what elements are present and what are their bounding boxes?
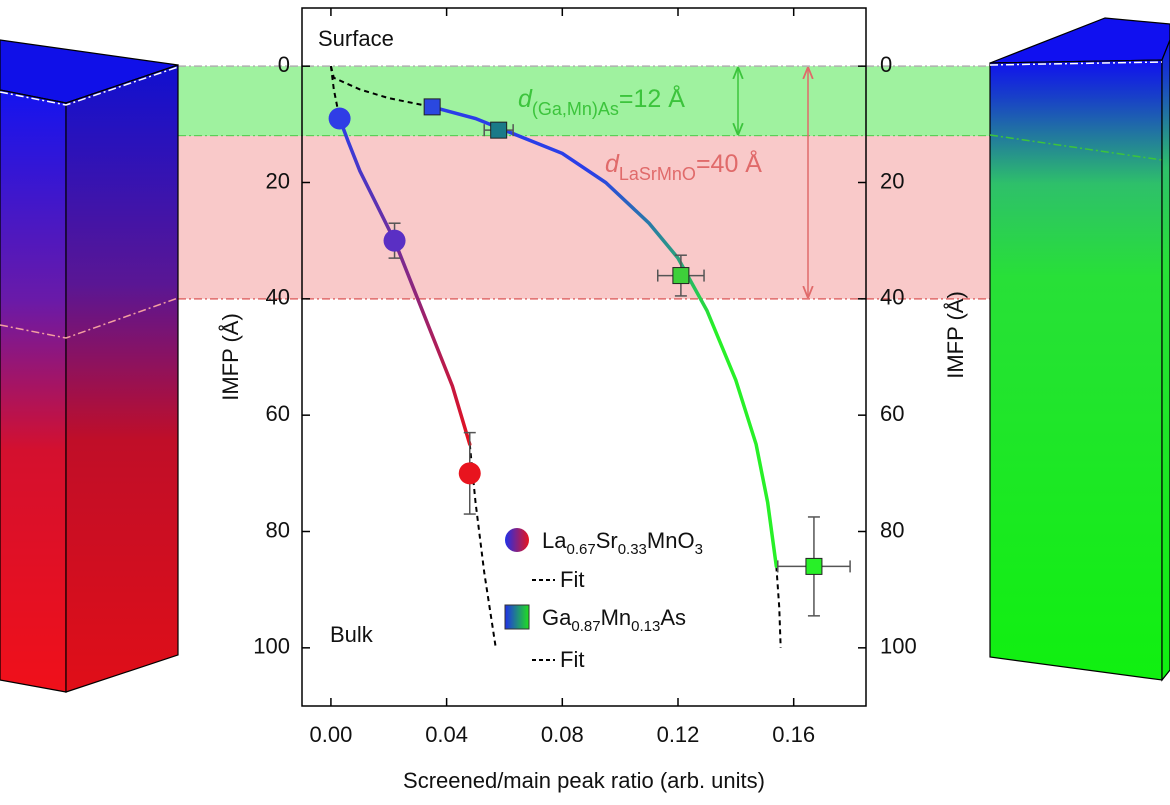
- annotation: Surface: [318, 26, 394, 51]
- band-label-part: =12 Å: [619, 83, 685, 113]
- y-tick-label: 80: [266, 517, 290, 542]
- lsmo-block: [0, 39, 179, 693]
- depth-band: [178, 66, 990, 136]
- band-label-part: LaSrMnO: [619, 164, 696, 184]
- legend-label-part: La: [542, 528, 567, 553]
- x-tick-label: 0.12: [657, 722, 700, 747]
- bands: [178, 65, 990, 300]
- band-label: dLaSrMnO=40 Å: [605, 148, 762, 184]
- legend-label: Ga0.87Mn0.13As: [542, 605, 686, 636]
- legend-label: La0.67Sr0.33MnO3: [542, 528, 703, 559]
- y2-axis-label: IMFP (Å): [943, 291, 968, 379]
- x-tick-label: 0.04: [425, 722, 468, 747]
- box-surface-line: [989, 61, 1163, 66]
- legend-marker: [505, 528, 529, 552]
- y2-tick-label: 80: [880, 517, 904, 542]
- gamnas-block: [989, 17, 1170, 682]
- data-point: [672, 267, 690, 285]
- y-axis-label: IMFP (Å): [218, 313, 243, 401]
- axes: 0.00 0.04 0.08 0.12 0.16 0 20 40 60 80 100 0 20 40 60 8…: [253, 8, 917, 747]
- legend-marker: [504, 604, 530, 630]
- depth-band: [178, 135, 990, 299]
- y2-tick-label: 60: [880, 401, 904, 426]
- legend-label-part: Ga: [542, 605, 572, 630]
- band-label: d(Ga,Mn)As=12 Å: [518, 83, 685, 119]
- box-depth-line: [989, 134, 1163, 161]
- legend-label-part: 3: [695, 541, 703, 558]
- box-front: [0, 89, 67, 693]
- data-point: [383, 229, 406, 252]
- y-tick-label: 100: [253, 634, 290, 659]
- box-front: [989, 59, 1163, 681]
- legend-label-part: Sr: [596, 528, 618, 553]
- box-depth-line: [0, 297, 179, 339]
- plot-frame: [301, 7, 867, 707]
- annotation: Bulk: [330, 622, 374, 647]
- y2-tick-label: 100: [880, 634, 917, 659]
- y2-tick-label: 0: [880, 52, 892, 77]
- data-point: [805, 557, 823, 575]
- band-label-part: d: [518, 85, 533, 113]
- fit-line: [337, 116, 472, 446]
- legend-label-part: As: [660, 605, 686, 630]
- y-tick-label: 0: [278, 52, 290, 77]
- fit-extrapolation: [775, 566, 782, 648]
- x-tick-label: 0.00: [310, 722, 353, 747]
- legend-label: Fit: [560, 567, 584, 592]
- data-point: [458, 462, 481, 485]
- box-surface-line: [0, 66, 179, 106]
- x-tick-label: 0.16: [772, 722, 815, 747]
- legend-label-part: 0.33: [618, 541, 647, 558]
- x-axis-label: Screened/main peak ratio (arb. units): [403, 768, 765, 793]
- x-tick-label: 0.08: [541, 722, 584, 747]
- data-point: [423, 98, 441, 116]
- legend-label-part: Mn: [601, 605, 632, 630]
- y-tick-label: 20: [266, 168, 290, 193]
- box-side: [1161, 39, 1170, 682]
- box-top: [989, 17, 1170, 64]
- data-point: [328, 107, 351, 130]
- y-tick-label: 40: [266, 285, 290, 310]
- band-label-part: (Ga,Mn)As: [532, 99, 619, 119]
- fit-extrapolation: [329, 65, 433, 108]
- legend-label-part: 0.87: [571, 618, 600, 635]
- data-point: [490, 121, 508, 139]
- band-label-part: =40 Å: [696, 148, 762, 178]
- y2-tick-label: 20: [880, 168, 904, 193]
- fit-line: [430, 105, 779, 569]
- legend-label-part: 0.67: [566, 541, 595, 558]
- legend-label-part: 0.13: [631, 618, 660, 635]
- band-label-part: d: [605, 150, 620, 178]
- y-tick-label: 60: [266, 401, 290, 426]
- box-side: [65, 64, 179, 693]
- legend-label: Fit: [560, 647, 584, 672]
- legend-label-part: MnO: [647, 528, 695, 553]
- y2-tick-label: 40: [880, 285, 904, 310]
- legend: La0.67Sr0.33MnO3 Fit Ga0.87Mn0.13As Fit: [500, 528, 703, 672]
